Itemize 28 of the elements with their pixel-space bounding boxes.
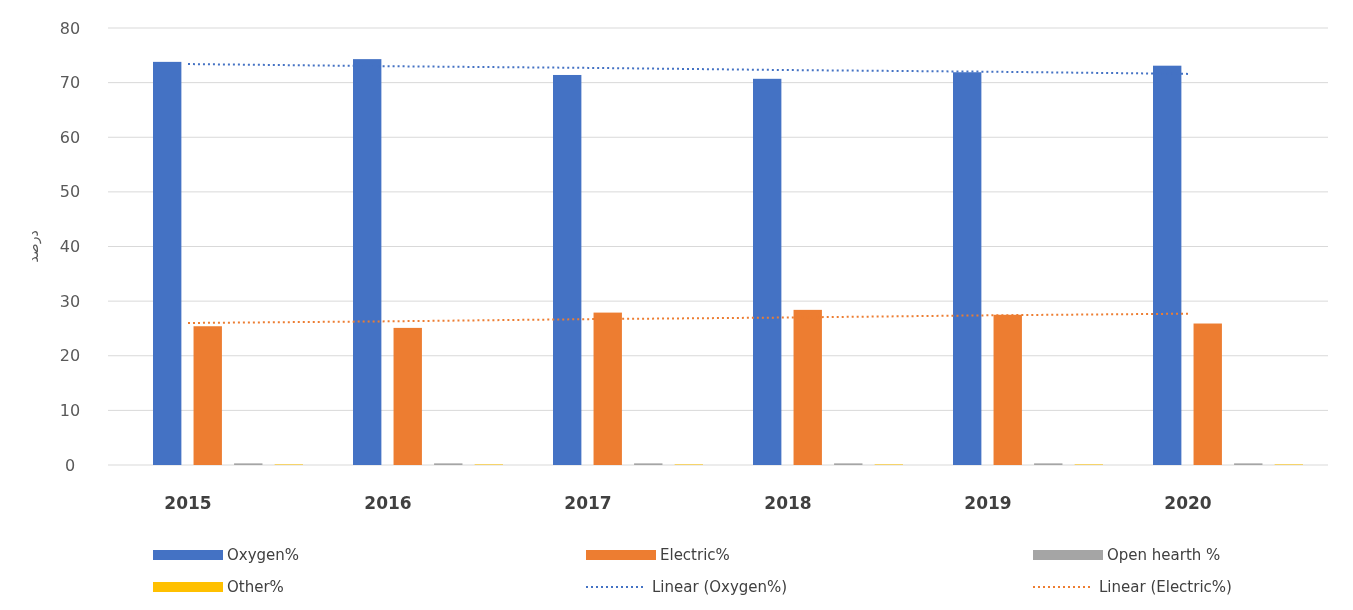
legend-label: Linear (Oxygen%) [652, 578, 788, 597]
legend-label: Oxygen% [227, 546, 300, 565]
y-tick-label: 70 [59, 73, 81, 93]
y-tick-label: 20 [59, 346, 81, 366]
x-tick-label: 2017 [564, 493, 612, 513]
legend-label: Electric% [660, 546, 730, 565]
bar [153, 61, 182, 465]
bar [193, 326, 222, 465]
y-tick-label: 10 [59, 400, 81, 420]
bar [753, 78, 782, 465]
legend-label: Linear (Electric%) [1099, 578, 1232, 597]
legend-label: Open hearth % [1107, 546, 1221, 565]
x-tick-label: 2015 [164, 493, 212, 513]
y-tick-label: 80 [59, 18, 81, 38]
y-tick-label: 0 [64, 455, 76, 475]
y-tick-label: 40 [59, 237, 81, 257]
x-tick-label: 2016 [364, 493, 412, 513]
y-tick-label: 60 [59, 127, 81, 147]
y-axis-title: درصد [25, 230, 42, 263]
x-tick-label: 2019 [964, 493, 1012, 513]
bar [553, 74, 582, 465]
bar [393, 327, 422, 465]
legend-label: Other% [227, 578, 284, 597]
x-tick-label: 2020 [1164, 493, 1212, 513]
y-tick-label: 30 [59, 291, 81, 311]
x-tick-label: 2018 [764, 493, 812, 513]
bar [1193, 323, 1222, 465]
y-tick-label: 50 [59, 182, 81, 202]
